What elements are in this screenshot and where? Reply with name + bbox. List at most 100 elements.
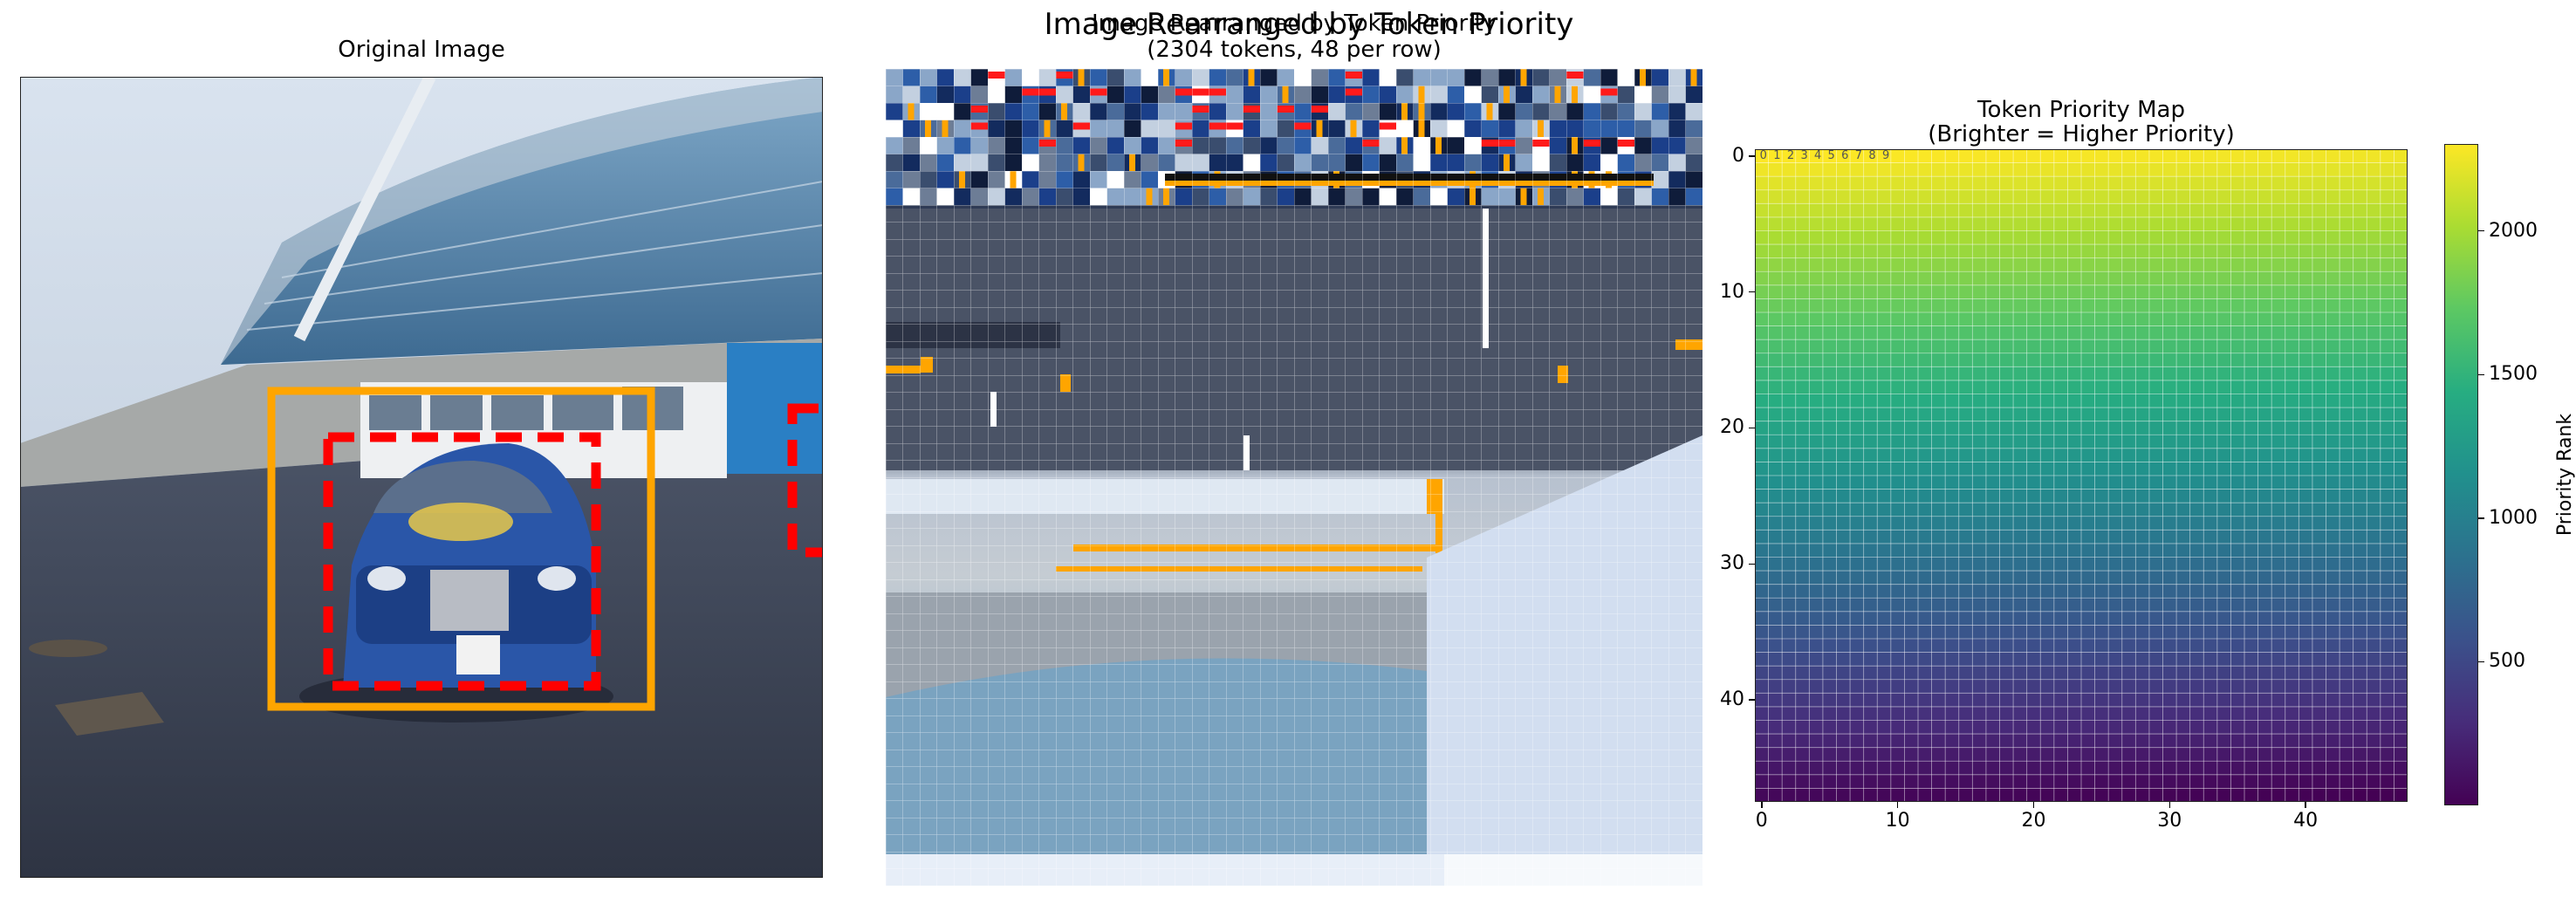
heatmap-cell [2121, 339, 2136, 354]
heatmap-cell [2148, 421, 2163, 435]
heatmap-cell [2108, 366, 2123, 381]
heatmap-cell [2216, 611, 2231, 626]
heatmap-cell [2203, 448, 2218, 462]
heatmap-cell [1809, 189, 1824, 204]
heatmap-cell [1850, 652, 1865, 667]
heatmap-cell [2108, 448, 2123, 462]
heatmap-cell [2312, 788, 2326, 802]
heatmap-cell [2135, 366, 2150, 381]
heatmap-cell [2026, 747, 2041, 762]
heatmap-cell [2257, 394, 2272, 408]
heatmap-cell [1795, 149, 1810, 163]
heatmap-cell [2230, 394, 2245, 408]
heatmap-cell [1945, 476, 1960, 490]
heatmap-cell [2013, 284, 2028, 299]
heatmap-cell [2026, 666, 2041, 681]
heatmap-cell [1985, 230, 2000, 245]
heatmap-cell [1904, 543, 1919, 558]
heatmap-cell [1958, 530, 1973, 544]
heatmap-cell [2162, 774, 2177, 789]
heatmap-cell [2067, 325, 2082, 340]
heatmap-cell [1782, 516, 1797, 531]
heatmap-cell [1850, 353, 1865, 367]
heatmap-cell [2108, 788, 2123, 802]
heatmap-cell [1755, 584, 1769, 599]
heatmap-cell [2353, 394, 2367, 408]
heatmap-cell [1836, 448, 1851, 462]
heatmap-cell [2230, 543, 2245, 558]
heatmap-cell [2176, 693, 2191, 708]
heatmap-cell [2040, 298, 2055, 313]
heatmap-cell [2067, 516, 2082, 531]
heatmap-cell [1768, 557, 1783, 572]
heatmap-cell [1782, 407, 1797, 422]
heatmap-cell [2013, 720, 2028, 735]
heatmap-cell [2094, 761, 2109, 776]
heatmap-cell [1904, 489, 1919, 503]
heatmap-cell [1836, 679, 1851, 694]
heatmap-cell [2312, 543, 2326, 558]
heatmap-cell [2108, 407, 2123, 422]
heatmap-cell [1972, 706, 1987, 721]
heatmap-cell [2216, 366, 2231, 381]
heatmap-cell [2203, 149, 2218, 163]
heatmap-cell [2367, 284, 2381, 299]
heatmap-cell [2148, 271, 2163, 286]
heatmap-cell [2026, 244, 2041, 259]
cell-label: 4 [1813, 149, 1822, 162]
heatmap-cell [2326, 788, 2340, 802]
heatmap-cell [2271, 394, 2286, 408]
heatmap-cell [1822, 380, 1837, 394]
heatmap-cell [1918, 666, 1932, 681]
heatmap-cell [1850, 298, 1865, 313]
heatmap-cell [2244, 666, 2258, 681]
heatmap-cell [2312, 353, 2326, 367]
heatmap-cell [2340, 284, 2354, 299]
heatmap-cell [2257, 706, 2272, 721]
heatmap-cell [2013, 734, 2028, 749]
heatmap-cell [2326, 271, 2340, 286]
heatmap-cell [1795, 435, 1810, 449]
heatmap-cell [2094, 394, 2109, 408]
heatmap-cell [2340, 543, 2354, 558]
heatmap-cell [2394, 557, 2408, 572]
heatmap-cell [1877, 666, 1892, 681]
heatmap-cell [1863, 339, 1878, 354]
heatmap-cell [2271, 734, 2286, 749]
heatmap-cell [2326, 571, 2340, 585]
heatmap-cell [2081, 189, 2095, 204]
heatmap-cell [2067, 189, 2082, 204]
heatmap-cell [1918, 312, 1932, 326]
heatmap-cell [2216, 557, 2231, 572]
heatmap-cell [1822, 448, 1837, 462]
heatmap-cell [1836, 788, 1851, 802]
heatmap-cell [2203, 216, 2218, 231]
heatmap-cell [2216, 407, 2231, 422]
heatmap-cell [1904, 639, 1919, 653]
heatmap-cell [1918, 679, 1932, 694]
heatmap-cell [1904, 216, 1919, 231]
heatmap-cell [2394, 679, 2408, 694]
heatmap-cell [1890, 747, 1905, 762]
heatmap-cell [2230, 557, 2245, 572]
heatmap-cell [1999, 271, 2014, 286]
heatmap-cell [2162, 149, 2177, 163]
original-image-title: Original Image [338, 37, 505, 63]
heatmap-cell [2040, 448, 2055, 462]
heatmap-cell [1958, 625, 1973, 640]
heatmap-cell [2176, 435, 2191, 449]
heatmap-cell [1945, 257, 1960, 272]
heatmap-cell [2340, 666, 2354, 681]
heatmap-cell [1809, 788, 1824, 802]
heatmap-cell [1904, 298, 1919, 313]
heatmap-cell [2244, 312, 2258, 326]
heatmap-cell [1931, 625, 1946, 640]
heatmap-cell [2380, 421, 2394, 435]
heatmap-cell [1809, 380, 1824, 394]
heatmap-cell [2148, 257, 2163, 272]
heatmap-cell [2013, 584, 2028, 599]
heatmap-cell [2176, 257, 2191, 272]
heatmap-cell [2326, 530, 2340, 544]
heatmap-cell [2271, 666, 2286, 681]
heatmap-cell [1809, 407, 1824, 422]
